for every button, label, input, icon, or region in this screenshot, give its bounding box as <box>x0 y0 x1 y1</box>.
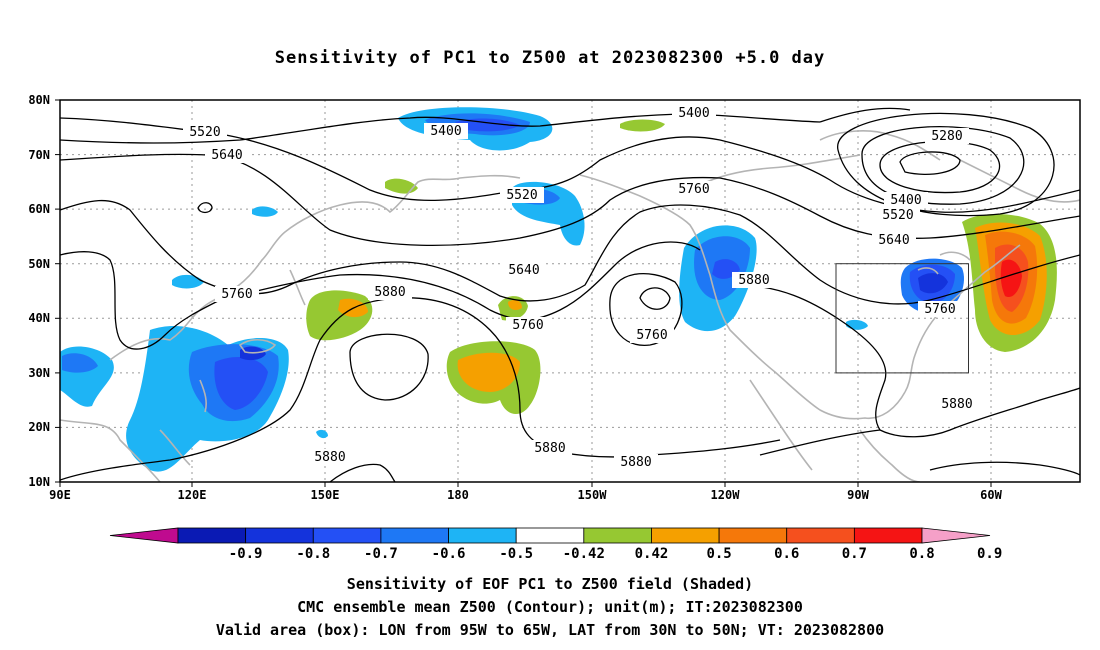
colorbar-label: 0.5 <box>706 546 731 562</box>
contour-label: 5520 <box>189 125 220 140</box>
lat-tick-label: 20N <box>28 420 50 434</box>
contour-label: 5400 <box>678 106 709 121</box>
colorbar-swatch <box>515 527 585 544</box>
lon-tick-label: 90W <box>847 488 869 502</box>
colorbar-max-arrow <box>921 527 991 544</box>
lon-tick-label: 120E <box>178 488 207 502</box>
contour-label: 5760 <box>636 328 667 343</box>
caption-line-1: Sensitivity of EOF PC1 to Z500 field (Sh… <box>346 575 754 593</box>
lat-tick-label: 70N <box>28 148 50 162</box>
colorbar-label: 0.42 <box>635 546 669 562</box>
contour-5760 <box>60 199 1080 305</box>
colorbar: -0.9 -0.8 -0.7 -0.6 -0.5 -0.42 0.42 0.5 0.6 0.7 0.… <box>109 527 1002 562</box>
colorbar-label: 0.6 <box>774 546 799 562</box>
contour-label: 5400 <box>890 193 921 208</box>
lat-tick-label: 60N <box>28 202 50 216</box>
lat-tick-label: 80N <box>28 93 50 107</box>
colorbar-label: 0.9 <box>977 546 1002 562</box>
contour-label: 5640 <box>878 233 909 248</box>
colorbar-swatch <box>786 527 855 544</box>
contour-label: 5760 <box>924 302 955 317</box>
colorbar-swatch <box>245 527 314 544</box>
colorbar-swatch <box>177 527 247 544</box>
contour-label: 5880 <box>314 450 345 465</box>
lon-tick-label: 150W <box>578 488 608 502</box>
contour-label: 5880 <box>620 455 651 470</box>
colorbar-swatch <box>583 527 652 544</box>
colorbar-label: 0.8 <box>909 546 934 562</box>
valid-area-box <box>835 263 969 374</box>
contour-label: 5760 <box>512 318 543 333</box>
lon-tick-label: 60W <box>980 488 1002 502</box>
colorbar-label: -0.7 <box>364 546 398 562</box>
caption-line-3: Valid area (box): LON from 95W to 65W, L… <box>215 621 885 639</box>
colorbar-label: -0.6 <box>432 546 466 562</box>
colorbar-swatch <box>651 527 720 544</box>
contour-label: 5640 <box>211 148 242 163</box>
lon-tick-label: 120W <box>711 488 741 502</box>
colorbar-label: -0.8 <box>296 546 330 562</box>
lat-labels: 80N 70N 60N 50N 40N 30N 20N 10N <box>28 93 50 489</box>
contour-label: 5760 <box>221 287 252 302</box>
lat-tick-label: 30N <box>28 366 50 380</box>
axis-ticks <box>55 99 992 487</box>
lon-tick-label: 90E <box>49 488 71 502</box>
contour-label: 5520 <box>882 208 913 223</box>
lon-labels: 90E 120E 150E 180 150W 120W 90W 60W <box>49 488 1002 502</box>
contour-5280-ring <box>879 141 1001 194</box>
contour-labels: 5520 5640 5400 5400 5280 5400 5520 5640 … <box>183 105 979 470</box>
contour-label: 5880 <box>534 441 565 456</box>
contour-label: 5400 <box>430 124 461 139</box>
contour-label: 5760 <box>678 182 709 197</box>
contour-label: 5640 <box>508 263 539 278</box>
colorbar-swatch <box>448 527 517 544</box>
sensitivity-shading <box>60 107 1057 472</box>
colorbar-swatch <box>718 527 788 544</box>
colorbar-swatch <box>312 527 382 544</box>
contour-label: 5520 <box>506 188 537 203</box>
contour-label: 5880 <box>738 273 769 288</box>
colorbar-swatch <box>853 527 923 544</box>
shade-positive-arctic <box>620 119 665 132</box>
coastlines <box>60 130 1080 482</box>
colorbar-label: -0.9 <box>229 546 263 562</box>
contour-label: 5880 <box>941 397 972 412</box>
colorbar-swatch <box>380 527 449 544</box>
plot-frame <box>59 99 1081 483</box>
contour-label: 5280 <box>931 129 962 144</box>
colorbar-label: -0.5 <box>499 546 533 562</box>
map-title: Sensitivity of PC1 to Z500 at 2023082300… <box>274 48 826 68</box>
lat-tick-label: 50N <box>28 257 50 271</box>
colorbar-label: -0.42 <box>563 546 605 562</box>
contour-label: 5880 <box>374 285 405 300</box>
lon-tick-label: 180 <box>447 488 469 502</box>
colorbar-label: 0.7 <box>842 546 867 562</box>
lat-tick-label: 10N <box>28 475 50 489</box>
caption-line-2: CMC ensemble mean Z500 (Contour); unit(m… <box>297 598 803 616</box>
lat-tick-label: 40N <box>28 311 50 325</box>
lon-tick-label: 150E <box>311 488 340 502</box>
colorbar-min-arrow <box>109 527 179 544</box>
